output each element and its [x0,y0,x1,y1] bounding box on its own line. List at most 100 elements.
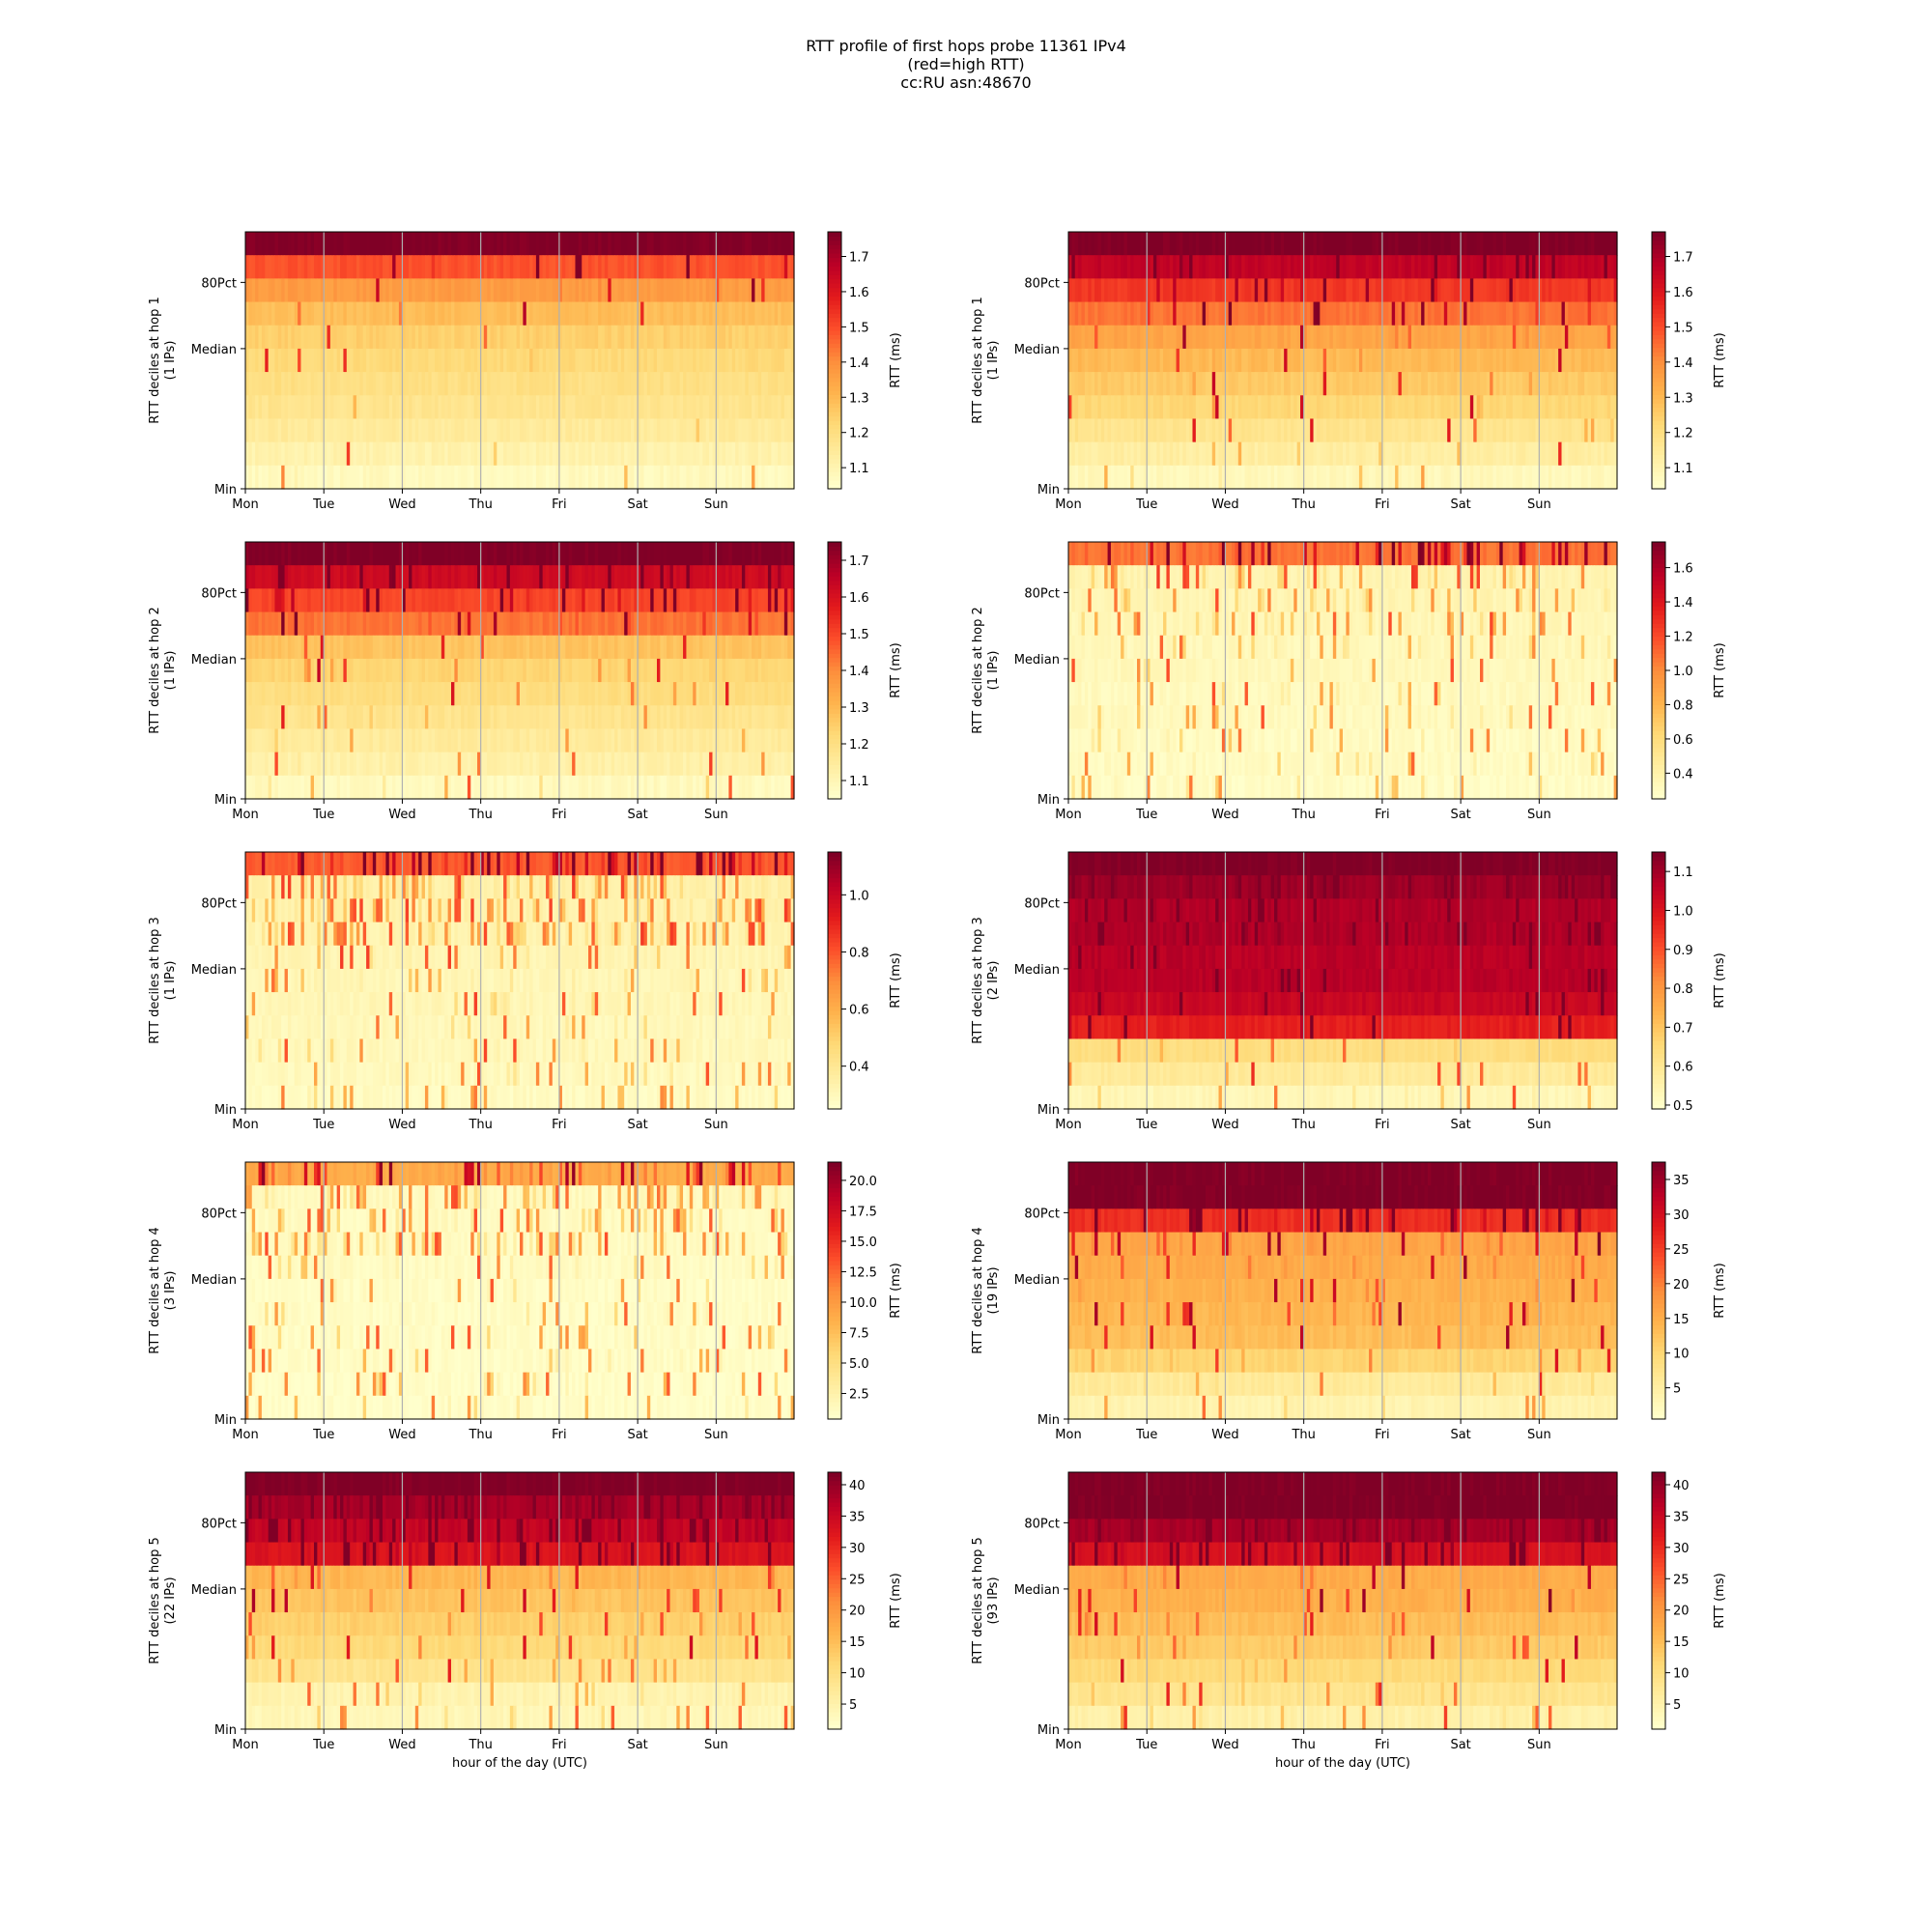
heatmap-cell [1378,232,1383,256]
heatmap-cell [490,255,495,279]
heatmap-cell [329,255,334,279]
heatmap-cell [578,301,582,327]
heatmap-cell [447,441,452,467]
heatmap-cell [555,348,560,373]
heatmap-cell [379,418,384,443]
heatmap-cell [431,682,436,706]
heatmap-cell [630,278,635,303]
heatmap-cell [327,278,331,303]
heatmap-cell [412,278,416,303]
heatmap-cell [591,395,596,420]
heatmap-cell [781,395,785,420]
heatmap-cell [421,255,426,279]
heatmap-cell [1358,372,1363,396]
heatmap-cell [660,418,665,443]
heatmap-cell [604,255,609,279]
heatmap-cell [646,232,651,256]
colorbar-tick-label: 1.7 [1673,251,1693,266]
heatmap-cell [493,372,497,396]
heatmap-cell [555,301,560,327]
heatmap-cell [333,278,338,303]
heatmap-cell [274,255,279,279]
heatmap-cell [1143,255,1148,279]
heatmap-cell [669,278,674,303]
heatmap-cell [532,441,537,467]
heatmap-cell [284,325,289,350]
heatmap-cell [284,278,289,303]
heatmap-cell [1088,255,1093,279]
heatmap-cell [1538,232,1543,256]
heatmap-cell [1084,325,1089,350]
heatmap-cell [712,278,717,303]
heatmap-cell [764,232,769,256]
heatmap-cell [362,565,367,589]
heatmap-cell [1528,348,1533,373]
heatmap-cell [1564,441,1569,467]
heatmap-cell [712,301,717,327]
heatmap-cell [672,441,677,467]
heatmap-cell [499,301,504,327]
heatmap-cell [1274,232,1278,256]
heatmap-cell [258,372,263,396]
heatmap-cell [657,325,661,350]
heatmap-cell [1463,232,1468,256]
heatmap-cell [366,395,371,420]
heatmap-cell [329,372,334,396]
heatmap-cell [277,325,282,350]
heatmap-cell [1352,232,1357,256]
heatmap-cell [1267,232,1272,256]
heatmap-cell [526,325,530,350]
heatmap-cell [497,418,501,443]
heatmap-cell [741,232,746,256]
heatmap-cell [640,465,645,490]
heatmap-cell [412,232,416,256]
heatmap-cell [383,278,386,303]
heatmap-cell [617,232,622,256]
heatmap-cell [1362,255,1367,279]
heatmap-cell [467,278,471,303]
heatmap-cell [578,348,582,373]
heatmap-cell [317,372,322,396]
heatmap-cell [421,372,426,396]
heatmap-cell [324,278,328,303]
heatmap-cell [686,301,691,327]
heatmap-cell [735,395,740,420]
heatmap-cell [634,325,639,350]
heatmap-cell [1117,325,1122,350]
heatmap-cell [620,255,625,279]
heatmap-cell [1322,301,1327,327]
heatmap-cell [1254,395,1259,420]
heatmap-cell [702,395,707,420]
heatmap-cell [261,418,266,443]
heatmap-cell [383,325,386,350]
heatmap-cell [392,441,397,467]
colorbar-segment [828,313,841,319]
colorbar-segment [828,338,841,344]
heatmap-cell [327,232,331,256]
heatmap-cell [392,232,397,256]
heatmap-cell [333,348,338,373]
heatmap-cell [1372,255,1377,279]
heatmap-cell [1104,255,1109,279]
heatmap-cell [778,372,782,396]
heatmap-cell [435,232,440,256]
heatmap-cell [251,465,256,490]
heatmap-cell [281,232,286,256]
heatmap-cell [1349,255,1353,279]
y-axis-label: RTT deciles at hop 1 [148,297,162,423]
colorbar-segment [1652,270,1665,275]
colorbar-segment [828,433,841,439]
heatmap-cell [336,301,341,327]
heatmap-cell [1322,348,1327,373]
heatmap-cell [1528,325,1533,350]
heatmap-cell [1179,255,1183,279]
heatmap-cell [483,418,488,443]
heatmap-cell [774,372,779,396]
heatmap-cell [535,395,540,420]
heatmap-cell [493,232,497,256]
colorbar-segment [828,329,841,335]
heatmap-cell [693,278,697,303]
heatmap-cell [588,278,592,303]
heatmap-cell [738,348,743,373]
heatmap-cell [412,255,416,279]
